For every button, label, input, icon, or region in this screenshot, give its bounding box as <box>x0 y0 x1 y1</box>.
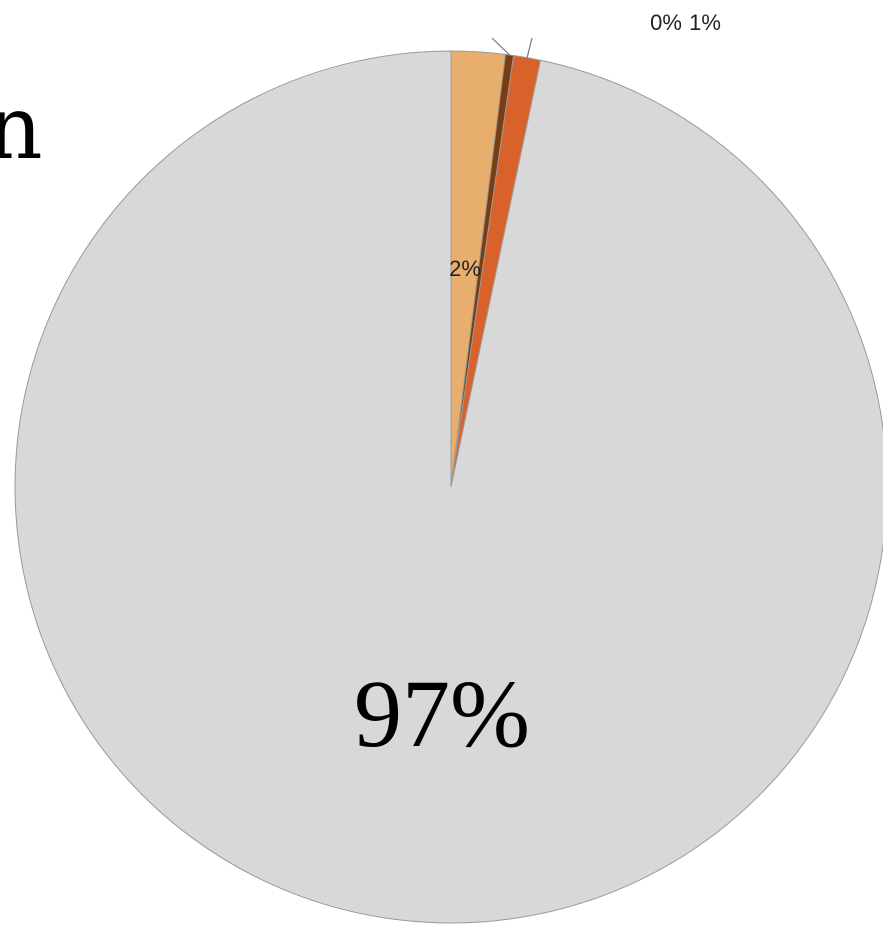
leader-line-1pct <box>526 37 533 58</box>
leader-lines <box>491 37 533 58</box>
slice-labels: 2% 0% 1% 97% <box>354 10 721 767</box>
slice-label-0pct: 0% <box>650 10 682 35</box>
leader-line-0pct <box>491 37 510 56</box>
slice-label-2pct: 2% <box>449 256 481 281</box>
slice-label-1pct: 1% <box>689 10 721 35</box>
pie-slice-97pct <box>14 50 883 924</box>
cropped-text-fragment: n <box>0 76 43 179</box>
slice-label-97pct: 97% <box>354 660 530 767</box>
pie-slices <box>14 50 883 924</box>
